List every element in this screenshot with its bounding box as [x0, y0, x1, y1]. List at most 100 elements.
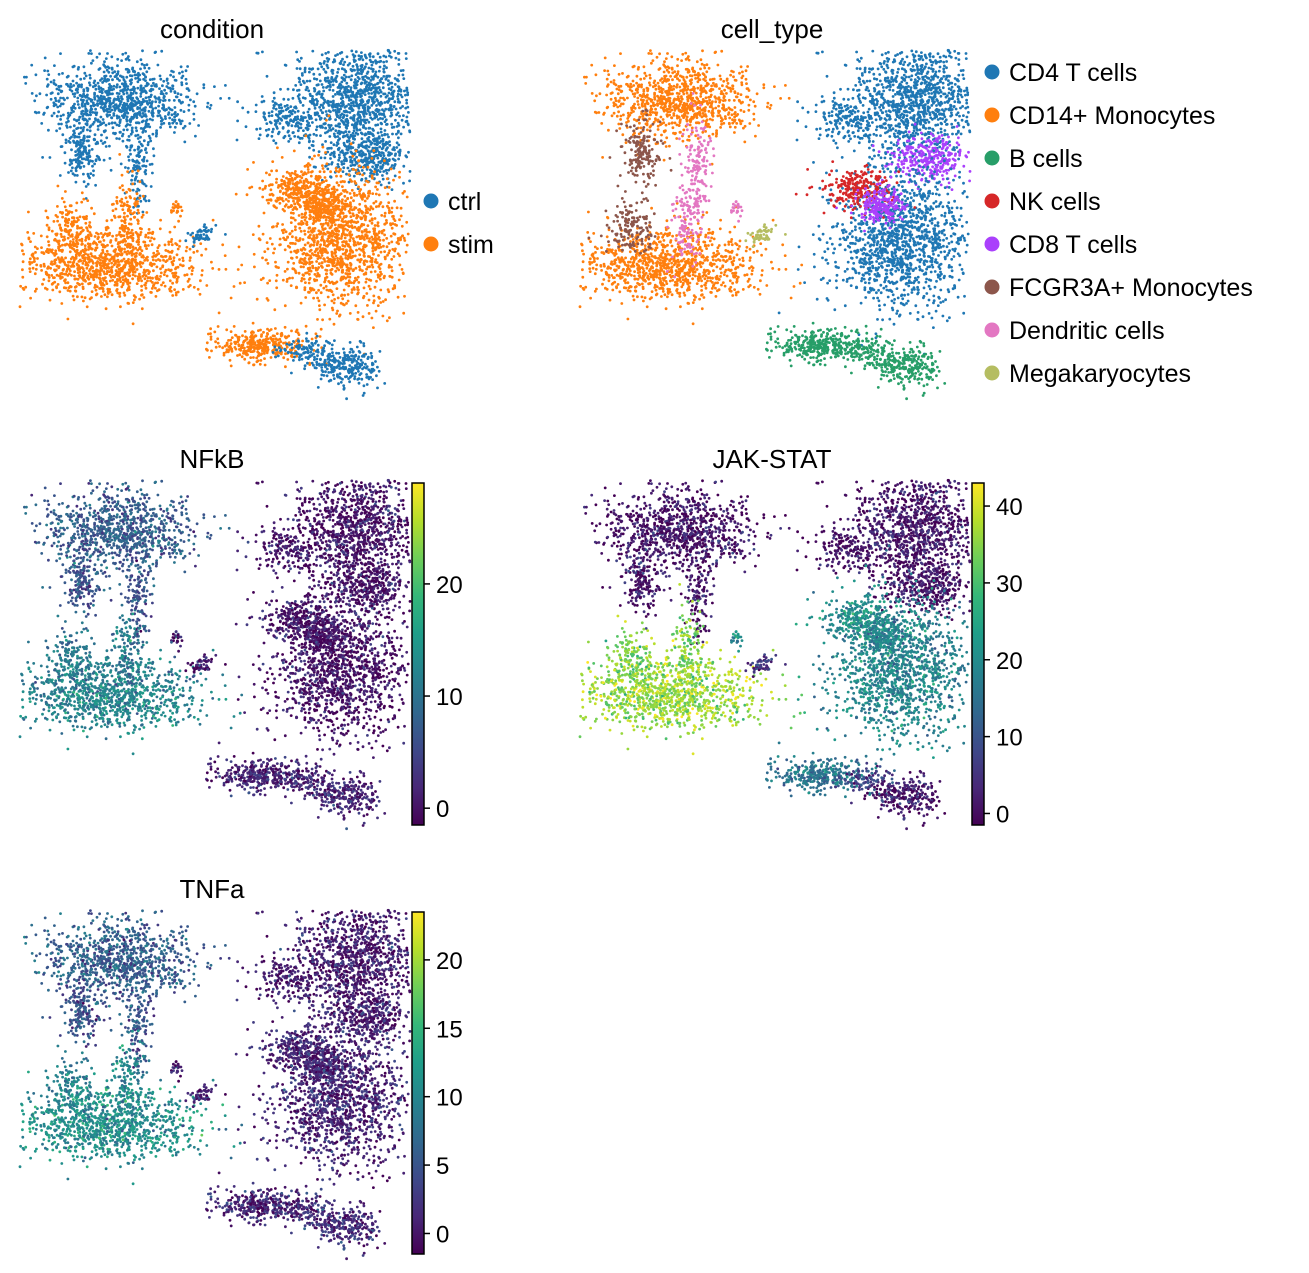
- cell-point: [324, 140, 327, 143]
- cell-point: [380, 134, 384, 137]
- cell-point: [200, 273, 204, 277]
- cell-point: [260, 95, 264, 98]
- cell-point: [346, 110, 349, 114]
- cell-point: [136, 160, 140, 164]
- cell-point: [325, 288, 329, 292]
- cell-point: [137, 121, 141, 125]
- cell-point: [330, 151, 334, 155]
- cell-point: [67, 171, 70, 174]
- cell-point: [351, 269, 355, 272]
- cell-point: [281, 278, 285, 282]
- cell-point: [320, 254, 324, 257]
- cell-point: [83, 274, 86, 277]
- cell-point: [119, 74, 122, 78]
- cell-point: [121, 281, 125, 285]
- cell-point: [304, 262, 307, 266]
- cell-point: [348, 234, 352, 237]
- cell-point: [395, 141, 399, 145]
- cell-point: [193, 104, 197, 108]
- cell-point: [314, 118, 318, 122]
- cell-point: [277, 116, 281, 120]
- cell-point: [168, 230, 172, 234]
- cell-point: [291, 267, 295, 271]
- cell-point: [290, 229, 294, 233]
- cell-point: [119, 130, 122, 134]
- cell-point: [121, 132, 125, 136]
- cell-point: [56, 283, 60, 286]
- cell-point: [365, 147, 368, 150]
- cell-point: [353, 78, 357, 81]
- cell-point: [362, 115, 366, 118]
- cell-point: [118, 79, 121, 82]
- cell-point: [379, 277, 382, 281]
- cell-point: [318, 73, 322, 76]
- cell-point: [387, 242, 391, 245]
- cell-point: [326, 260, 330, 263]
- cell-point: [275, 273, 279, 277]
- cell-point: [184, 239, 188, 243]
- cell-point: [155, 132, 159, 136]
- cell-point: [105, 113, 109, 117]
- cell-point: [154, 134, 158, 138]
- cell-point: [364, 177, 368, 180]
- cell-point: [399, 214, 403, 218]
- cell-point: [311, 140, 315, 143]
- cell-point: [120, 219, 124, 223]
- cell-point: [57, 88, 61, 92]
- cell-point: [109, 74, 112, 78]
- cell-point: [79, 77, 83, 81]
- cell-point: [26, 231, 30, 234]
- cell-point: [308, 155, 311, 159]
- cell-point: [80, 295, 84, 299]
- cell-point: [66, 317, 70, 321]
- cell-point: [38, 92, 42, 96]
- cell-point: [174, 95, 178, 99]
- cell-point: [183, 273, 187, 277]
- cell-point: [92, 212, 96, 216]
- cell-point: [114, 131, 117, 135]
- cell-point: [126, 85, 130, 88]
- cell-point: [277, 110, 281, 113]
- cell-point: [81, 287, 85, 290]
- cell-point: [391, 132, 394, 136]
- cell-point: [60, 197, 64, 200]
- cell-point: [105, 249, 109, 253]
- cell-point: [108, 273, 112, 277]
- cell-point: [294, 124, 297, 128]
- cell-point: [326, 167, 330, 171]
- cell-point: [91, 164, 94, 168]
- cell-point: [187, 277, 191, 281]
- cell-point: [362, 214, 366, 218]
- cell-point: [113, 216, 117, 219]
- cell-point: [343, 236, 347, 240]
- cell-point: [96, 102, 99, 106]
- cell-point: [345, 81, 349, 85]
- cell-point: [202, 233, 206, 236]
- cell-point: [385, 60, 388, 63]
- cell-point: [69, 285, 73, 289]
- cell-point: [296, 109, 300, 113]
- cell-point: [356, 291, 360, 294]
- cell-point: [254, 103, 258, 107]
- cell-point: [392, 146, 396, 149]
- cell-point: [332, 322, 336, 326]
- cell-point: [115, 123, 119, 127]
- cell-point: [390, 81, 394, 85]
- cell-point: [107, 86, 111, 90]
- cell-point: [77, 118, 81, 122]
- cell-point: [129, 144, 133, 148]
- cell-point: [296, 117, 300, 121]
- cell-point: [363, 120, 367, 124]
- cell-point: [404, 52, 408, 55]
- cell-point: [58, 127, 62, 130]
- cell-point: [376, 52, 380, 56]
- cell-point: [321, 164, 324, 168]
- cell-point: [322, 61, 326, 65]
- cell-point: [59, 232, 63, 236]
- cell-point: [343, 60, 347, 64]
- cell-point: [311, 97, 314, 101]
- cell-point: [69, 204, 73, 208]
- cell-point: [66, 96, 69, 100]
- cell-point: [320, 83, 324, 86]
